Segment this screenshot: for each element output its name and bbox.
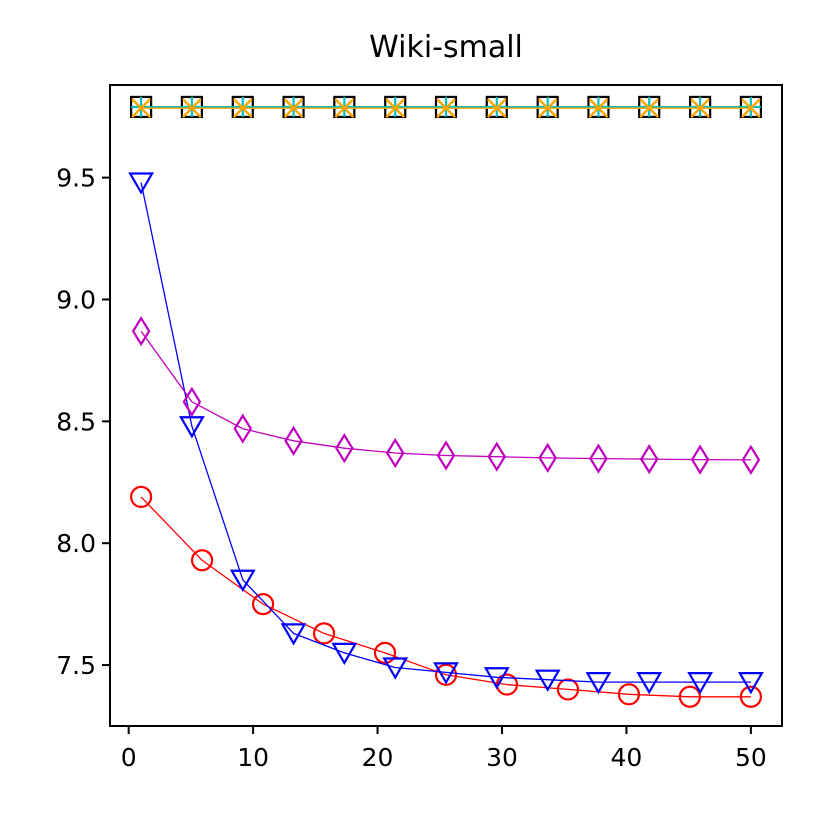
series-3-point-7: [436, 440, 456, 471]
x-tick-label-1: 0: [121, 743, 137, 772]
series-3-point-9: [538, 442, 557, 473]
series-6-point-13: [741, 98, 761, 119]
series-6-point-12: [690, 98, 710, 119]
series-3-point-2: [182, 386, 202, 417]
series-6-point-5: [334, 98, 355, 119]
series-6-point-4: [283, 98, 304, 119]
series-6-point-1: [131, 98, 151, 119]
series-1-point-1: [130, 485, 153, 508]
series-3-line: [140, 330, 751, 461]
series-3: [131, 316, 761, 475]
series-3-point-10: [589, 443, 608, 474]
series-6-point-8: [486, 98, 507, 119]
series-2-line: [140, 182, 751, 683]
x-tick-label-4: 30: [486, 743, 518, 772]
series-1-point-8: [556, 678, 580, 701]
chart-title: Wiki-small: [369, 30, 523, 65]
series-3-point-3: [233, 413, 253, 444]
series-2-point-6: [382, 657, 409, 680]
series-1-point-6: [434, 663, 458, 686]
series-2-point-4: [280, 623, 307, 646]
series-2-point-8: [483, 667, 510, 690]
series-1-point-10: [678, 685, 702, 708]
series-6-point-10: [588, 98, 609, 119]
series-2: [128, 172, 764, 695]
series-3-point-8: [487, 441, 507, 472]
y-tick-label-3: 8.5: [56, 407, 96, 436]
series-1-point-9: [617, 683, 641, 706]
y-tick-label-5: 9.5: [56, 164, 96, 193]
series-3-point-6: [385, 437, 405, 469]
y-tick-label-1: 7.5: [56, 651, 96, 680]
plot-frame: [109, 84, 783, 727]
series-2-point-12: [687, 672, 714, 695]
series-1-point-2: [190, 549, 214, 572]
x-tick-label-3: 20: [362, 743, 394, 772]
series-2-point-10: [585, 672, 612, 695]
series-1-point-3: [251, 593, 275, 616]
series-3-point-12: [690, 444, 710, 475]
series-1-point-7: [495, 673, 519, 696]
series-1-point-4: [312, 622, 336, 645]
series-2-point-5: [331, 642, 358, 666]
x-tick-label-5: 40: [611, 743, 643, 772]
series-2-point-2: [178, 416, 205, 439]
series-1-point-11: [739, 685, 762, 708]
series-1-point-5: [373, 641, 397, 664]
series-2-point-1: [128, 172, 155, 195]
x-tick-label-6: 50: [735, 743, 767, 772]
series-2-point-9: [534, 669, 561, 692]
series-6-point-7: [436, 98, 456, 119]
series-6-point-3: [232, 98, 253, 119]
axes: 0 10 20 30 40 50 7.5 8.0 8.5 9.0 9.5: [56, 84, 783, 772]
series-6-point-9: [537, 98, 558, 119]
y-tick-label-4: 9.0: [56, 285, 96, 314]
series-3-point-5: [335, 433, 354, 464]
y-tick-label-2: 8.0: [56, 529, 96, 558]
series-2-point-11: [636, 672, 663, 695]
series-6: [131, 98, 761, 119]
x-tick-label-2: 10: [237, 743, 269, 772]
plot-area: [128, 95, 764, 708]
series-6-point-2: [182, 98, 202, 119]
series-6-point-6: [385, 98, 406, 119]
series-3-point-4: [284, 425, 303, 456]
series-2-point-7: [433, 662, 459, 685]
series-6-point-11: [639, 98, 660, 119]
series-3-point-13: [741, 444, 761, 475]
series-2-point-13: [737, 672, 764, 695]
series-3-point-1: [131, 316, 151, 347]
series-2-point-3: [229, 569, 256, 592]
series-3-point-11: [639, 444, 659, 475]
